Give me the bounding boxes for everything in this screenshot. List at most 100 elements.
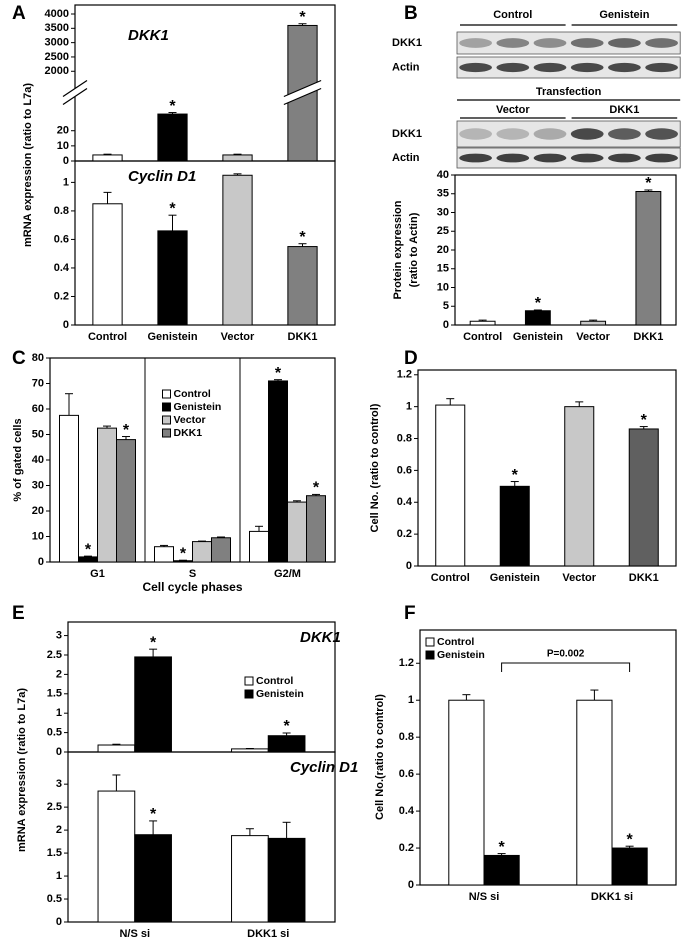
blot-row-label: DKK1 (392, 37, 422, 49)
legend-label: Genistein (256, 688, 304, 700)
bar (192, 541, 212, 563)
x-tick-label: Control (463, 331, 502, 343)
y-tick-label: 20 (437, 244, 449, 256)
bar (435, 404, 466, 567)
plot-frame (74, 160, 336, 326)
bar (448, 699, 485, 886)
y-tick-label: 35 (437, 188, 449, 200)
y-tick-label: 2 (56, 824, 62, 836)
significance-mark: * (626, 831, 633, 848)
x-tick-label: S (189, 568, 196, 580)
axis-break-line (283, 79, 322, 98)
y-tick-label: 10 (437, 281, 449, 293)
y-tick-label: 5 (443, 300, 449, 312)
blot-band (459, 38, 492, 48)
blot-band (645, 38, 678, 48)
bar (134, 656, 172, 753)
x-tick-label: DKK1 si (247, 928, 289, 939)
significance-mark: * (169, 98, 176, 115)
plot-title: DKK1 (300, 629, 341, 646)
bar (576, 699, 613, 886)
blot-band (570, 62, 604, 73)
legend-swatch (162, 402, 171, 412)
y-tick-label: 3500 (45, 22, 69, 34)
legend-swatch (162, 428, 171, 438)
blot-band (570, 153, 604, 163)
legend-label: Control (437, 636, 474, 648)
legend-swatch (162, 415, 171, 425)
y-tick-label: 0 (38, 556, 44, 568)
x-tick-label: DKK1 (629, 572, 659, 584)
blot-group-label: Genistein (599, 9, 649, 21)
y-tick-label: 15 (437, 263, 449, 275)
x-tick-label: Genistein (147, 331, 197, 343)
y-tick-label: 0.5 (47, 893, 62, 905)
bar (231, 835, 269, 923)
y-tick-label: 30 (437, 206, 449, 218)
y-tick-label: 4000 (45, 8, 69, 20)
y-tick-label: 3 (56, 778, 62, 790)
y-tick-label: 1 (63, 176, 69, 188)
panel-letter: E (12, 603, 25, 624)
y-tick-label: 0 (63, 319, 69, 331)
blot-band (608, 153, 641, 163)
legend-label: Vector (174, 414, 206, 426)
significance-mark: * (313, 480, 320, 497)
blot-image (456, 31, 681, 55)
y-tick-label: 0.2 (54, 290, 69, 302)
significance-mark: * (283, 718, 290, 735)
y-tick-label: 70 (32, 377, 44, 389)
legend-swatch (244, 689, 254, 699)
y-tick-label: 1.2 (397, 369, 412, 381)
blot-band (645, 128, 678, 140)
bar (499, 485, 530, 567)
y-axis-label: % of gated cells (12, 418, 24, 501)
bar (222, 174, 253, 326)
panel-letter: C (12, 348, 26, 369)
axis-break-line (283, 87, 322, 106)
significance-bracket (501, 662, 631, 672)
x-tick-label: G2/M (274, 568, 301, 580)
blot-band (570, 128, 604, 140)
y-tick-label: 0 (63, 155, 69, 167)
significance-mark: * (299, 229, 306, 246)
y-tick-label: 60 (32, 403, 44, 415)
bar (564, 406, 595, 567)
bar (222, 154, 253, 162)
bar (628, 428, 659, 567)
bar (524, 310, 551, 326)
blot-header: Transfection (536, 86, 602, 98)
y-tick-label: 2500 (45, 51, 69, 63)
blot-band (645, 62, 678, 73)
y-tick-label: 1.5 (47, 688, 62, 700)
blot-band (496, 153, 530, 163)
significance-mark: * (512, 467, 519, 484)
blot-band (459, 62, 492, 73)
x-tick-label: N/S si (469, 891, 500, 903)
y-tick-label: 2000 (45, 65, 69, 77)
y-axis-label: mRNA expression (ratio to L7a) (16, 688, 28, 852)
y-tick-label: 0 (443, 319, 449, 331)
y-tick-label: 10 (57, 140, 69, 152)
significance-mark: * (645, 175, 652, 192)
bar (267, 837, 306, 923)
legend-label: Genistein (437, 649, 485, 661)
significance-mark: * (180, 545, 187, 562)
y-tick-label: 0.8 (399, 731, 414, 743)
y-tick-label: 1 (408, 694, 414, 706)
legend-swatch (162, 389, 171, 399)
x-axis-label: Cell cycle phases (142, 580, 242, 594)
y-tick-label: 20 (57, 125, 69, 137)
plot-frame (417, 369, 677, 567)
x-tick-label: DKK1 (288, 331, 318, 343)
plot-title: Cyclin D1 (128, 168, 196, 185)
plot-title: DKK1 (128, 27, 169, 44)
blot-row-label: Actin (392, 152, 420, 164)
y-tick-label: 2.5 (47, 801, 62, 813)
bar (154, 546, 174, 563)
bar (116, 439, 136, 563)
y-tick-label: 0.5 (47, 727, 62, 739)
plot-frame (67, 751, 336, 923)
blot-group-label: DKK1 (609, 104, 639, 116)
y-tick-label: 3000 (45, 37, 69, 49)
